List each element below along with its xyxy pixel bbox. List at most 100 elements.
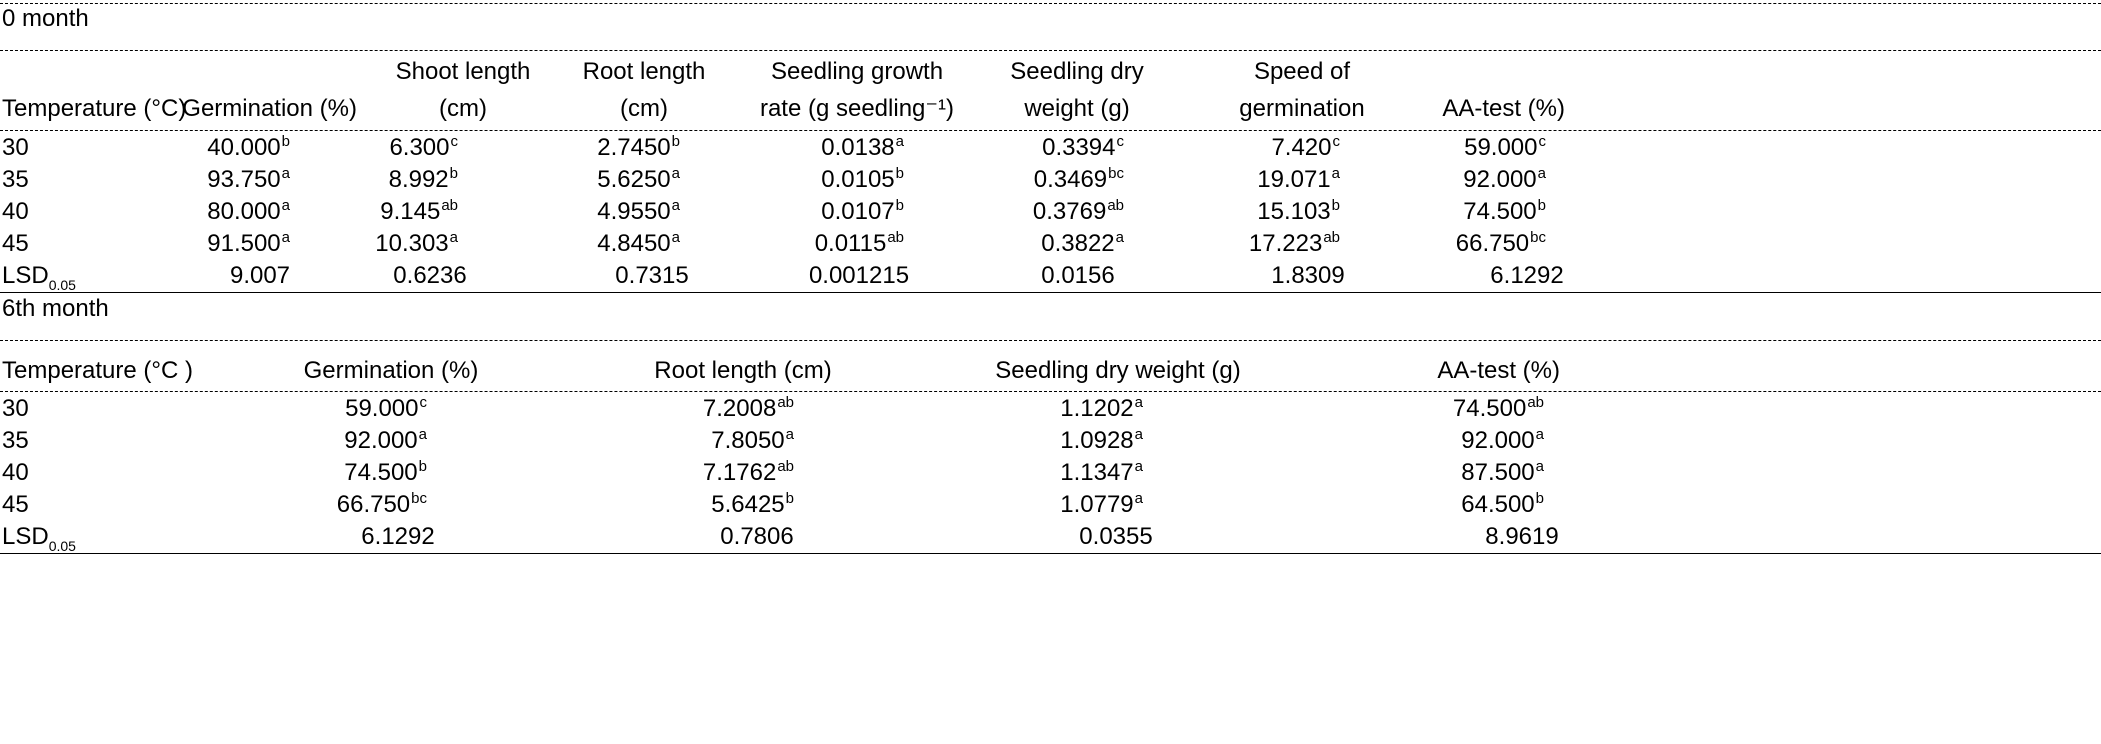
significance-letter: ab	[1107, 197, 1124, 214]
significance-letter: ab	[887, 229, 904, 246]
significance-letter: a	[671, 229, 680, 246]
header-table1-col1-line0: Germination (%)	[182, 95, 357, 122]
cell-value: 87.500	[1461, 459, 1535, 486]
cell-table1-r4-c2: 0.6236	[393, 260, 466, 292]
cell-table1-r0-c5: 0.3394c	[1042, 132, 1124, 167]
cell-table1-r0-c0: 30	[2, 132, 29, 164]
significance-letter: c	[1116, 133, 1125, 150]
header-table1-col2-line1: (cm)	[439, 95, 487, 122]
significance-letter: a	[1134, 490, 1143, 507]
cell-table1-r2-c5: 0.3769ab	[1033, 196, 1124, 231]
cell-value: 8.992	[388, 166, 449, 193]
significance-letter: b	[418, 458, 427, 475]
significance-letter: a	[281, 197, 290, 214]
cell-table2-r3-c1: 66.750bc	[337, 489, 427, 524]
table1-section-title: 0 month	[2, 5, 89, 32]
significance-letter: a	[418, 426, 427, 443]
cell-value: 74.500	[1452, 395, 1527, 422]
cell-table2-r0-c1: 59.000c	[345, 393, 427, 428]
cell-table1-r4-c3: 0.7315	[615, 260, 688, 292]
cell-value: LSD	[2, 523, 49, 550]
cell-value: 7.2008	[702, 395, 777, 422]
significance-letter: a	[1134, 426, 1143, 443]
cell-value: 10.303	[375, 230, 449, 257]
cell-value: 93.750	[207, 166, 281, 193]
cell-value: 8.9619	[1485, 523, 1559, 550]
cell-value: 6.1292	[1490, 262, 1564, 289]
cell-value: 66.750	[336, 491, 411, 518]
header-table2-col3-line0: Seedling dry weight (g)	[995, 357, 1241, 384]
header-table1-col5-line1: weight (g)	[1024, 95, 1130, 122]
cell-table1-r4-c5: 0.0156	[1041, 260, 1114, 292]
cell-value: 7.420	[1271, 134, 1332, 161]
cell-table1-r0-c1: 40.000b	[207, 132, 290, 167]
header-table1-col7-line0: AA-test (%)	[1442, 95, 1565, 122]
header-table1-col4-line0: Seedling growth	[770, 58, 944, 85]
cell-table2-r0-c4: 74.500ab	[1453, 393, 1544, 428]
table2-bottom-rule	[0, 553, 2101, 554]
cell-table2-r1-c4: 92.000a	[1461, 425, 1544, 460]
cell-table1-r3-c3: 4.8450a	[597, 228, 680, 263]
cell-table2-r2-c3: 1.1347a	[1060, 457, 1143, 492]
cell-table1-r2-c6: 15.103b	[1257, 196, 1340, 231]
cell-table1-r0-c4: 0.0138a	[821, 132, 904, 167]
cell-table1-r1-c5: 0.3469bc	[1034, 164, 1124, 199]
significance-letter: b	[449, 165, 458, 182]
cell-value: 0.001215	[808, 262, 910, 289]
significance-letter: b	[281, 133, 290, 150]
cell-table1-r3-c5: 0.3822a	[1041, 228, 1124, 263]
cell-table1-r4-c7: 6.1292	[1490, 260, 1563, 292]
cell-value: 0.3769	[1032, 198, 1107, 225]
cell-value: 19.071	[1257, 166, 1331, 193]
significance-letter: c	[450, 133, 459, 150]
significance-letter: c	[419, 394, 428, 411]
significance-letter: b	[785, 490, 794, 507]
significance-letter: bc	[1108, 165, 1124, 182]
significance-letter: ab	[1527, 394, 1544, 411]
header-table1-col4-line1: rate (g seedling⁻¹)	[759, 95, 955, 122]
cell-value: 92.000	[1461, 427, 1535, 454]
subscript: 0.05	[48, 538, 76, 554]
cell-table2-r2-c1: 74.500b	[344, 457, 427, 492]
table1-title-rule	[0, 50, 2101, 51]
header-table2-col0-line0: Temperature (°C )	[2, 357, 193, 384]
cell-table2-r3-c4: 64.500b	[1461, 489, 1544, 524]
cell-value: 91.500	[207, 230, 281, 257]
cell-table1-r2-c4: 0.0107b	[821, 196, 904, 231]
cell-table1-r2-c7: 74.500b	[1463, 196, 1546, 231]
significance-letter: a	[785, 426, 794, 443]
cell-table1-r1-c3: 5.6250a	[597, 164, 680, 199]
table2-title-rule	[0, 340, 2101, 341]
table1-bottom-rule	[0, 292, 2101, 293]
cell-value: 64.500	[1461, 491, 1535, 518]
cell-table2-r4-c3: 0.0355	[1079, 521, 1152, 553]
significance-letter: b	[671, 133, 680, 150]
cell-value: 35	[2, 427, 29, 454]
significance-letter: a	[1537, 165, 1546, 182]
cell-value: 40	[2, 198, 29, 225]
header-table1-col3-line0: Root length	[582, 58, 706, 85]
cell-value: 0.0355	[1079, 523, 1153, 550]
cell-value: 0.0138	[821, 134, 895, 161]
cell-table2-r3-c2: 5.6425b	[711, 489, 794, 524]
cell-value: 1.1202	[1060, 395, 1134, 422]
significance-letter: ab	[777, 458, 794, 475]
header-table1-col6-line1: germination	[1239, 95, 1365, 122]
cell-value: 7.1762	[702, 459, 777, 486]
cell-table1-r1-c7: 92.000a	[1463, 164, 1546, 199]
significance-letter: b	[895, 197, 904, 214]
cell-value: 6.300	[389, 134, 450, 161]
header-table1-col0-line0: Temperature (°C)	[2, 95, 187, 122]
cell-table2-r1-c1: 92.000a	[344, 425, 427, 460]
cell-value: 5.6425	[711, 491, 785, 518]
significance-letter: b	[895, 165, 904, 182]
cell-value: 2.7450	[597, 134, 671, 161]
cell-table1-r0-c6: 7.420c	[1271, 132, 1340, 167]
cell-table1-r4-c4: 0.001215	[809, 260, 909, 292]
cell-table1-r3-c1: 91.500a	[207, 228, 290, 263]
cell-value: 66.750	[1455, 230, 1530, 257]
cell-table2-r2-c2: 7.1762ab	[703, 457, 794, 492]
header-table1-col6-line0: Speed of	[1253, 58, 1351, 85]
significance-letter: a	[1115, 229, 1124, 246]
cell-table1-r2-c3: 4.9550a	[597, 196, 680, 231]
